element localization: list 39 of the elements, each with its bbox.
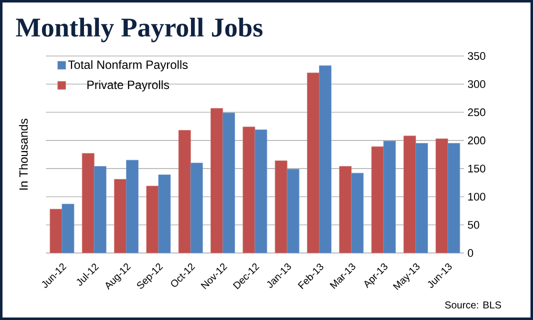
bar (126, 160, 139, 253)
bar (190, 162, 203, 253)
bar (383, 140, 396, 253)
y-tick-label: 200 (468, 136, 486, 144)
y-axis-title: In Thousands (19, 118, 28, 190)
bar (62, 204, 74, 253)
bar (286, 168, 300, 253)
bar (222, 112, 235, 253)
y-tick-label: 50 (468, 220, 480, 229)
y-tick-label: 100 (468, 192, 486, 201)
y-tick-label: 350 (468, 52, 486, 60)
bar (50, 208, 62, 253)
bar (146, 186, 159, 253)
bar (436, 138, 448, 253)
bar (242, 126, 256, 253)
bar (82, 153, 94, 253)
bar (114, 179, 127, 253)
bar (404, 136, 416, 253)
chart-title: Monthly Payroll Jobs (16, 18, 262, 42)
bar (158, 174, 171, 253)
y-tick-label: 300 (468, 80, 486, 88)
bar (371, 146, 384, 253)
legend-label: Total Nonfarm Payrolls (68, 60, 188, 72)
bar (351, 172, 364, 253)
bar (254, 130, 268, 253)
bar (416, 143, 428, 253)
bar (307, 72, 320, 253)
bar (94, 166, 106, 253)
bar (178, 130, 191, 253)
source-note: Source: BLS (445, 301, 502, 308)
y-tick-label: 250 (468, 108, 486, 116)
y-tick-label: 150 (468, 164, 486, 172)
y-tick-label: 0 (468, 249, 474, 257)
bar (319, 65, 332, 253)
bar (274, 160, 288, 253)
legend-label: Private Payrolls (87, 80, 170, 92)
bar (448, 143, 460, 253)
bar (210, 108, 223, 253)
bar (339, 166, 352, 253)
